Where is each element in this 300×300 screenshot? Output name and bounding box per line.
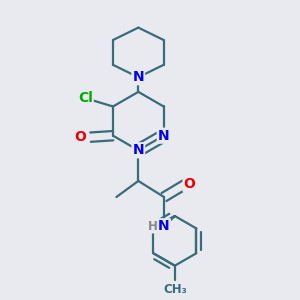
- Text: CH₃: CH₃: [163, 283, 187, 296]
- Text: N: N: [158, 129, 170, 143]
- Text: O: O: [184, 177, 195, 191]
- Text: N: N: [133, 143, 144, 157]
- Text: O: O: [74, 130, 86, 144]
- Text: Cl: Cl: [78, 91, 93, 105]
- Text: N: N: [158, 219, 170, 233]
- Text: H: H: [148, 220, 158, 233]
- Text: N: N: [133, 70, 144, 84]
